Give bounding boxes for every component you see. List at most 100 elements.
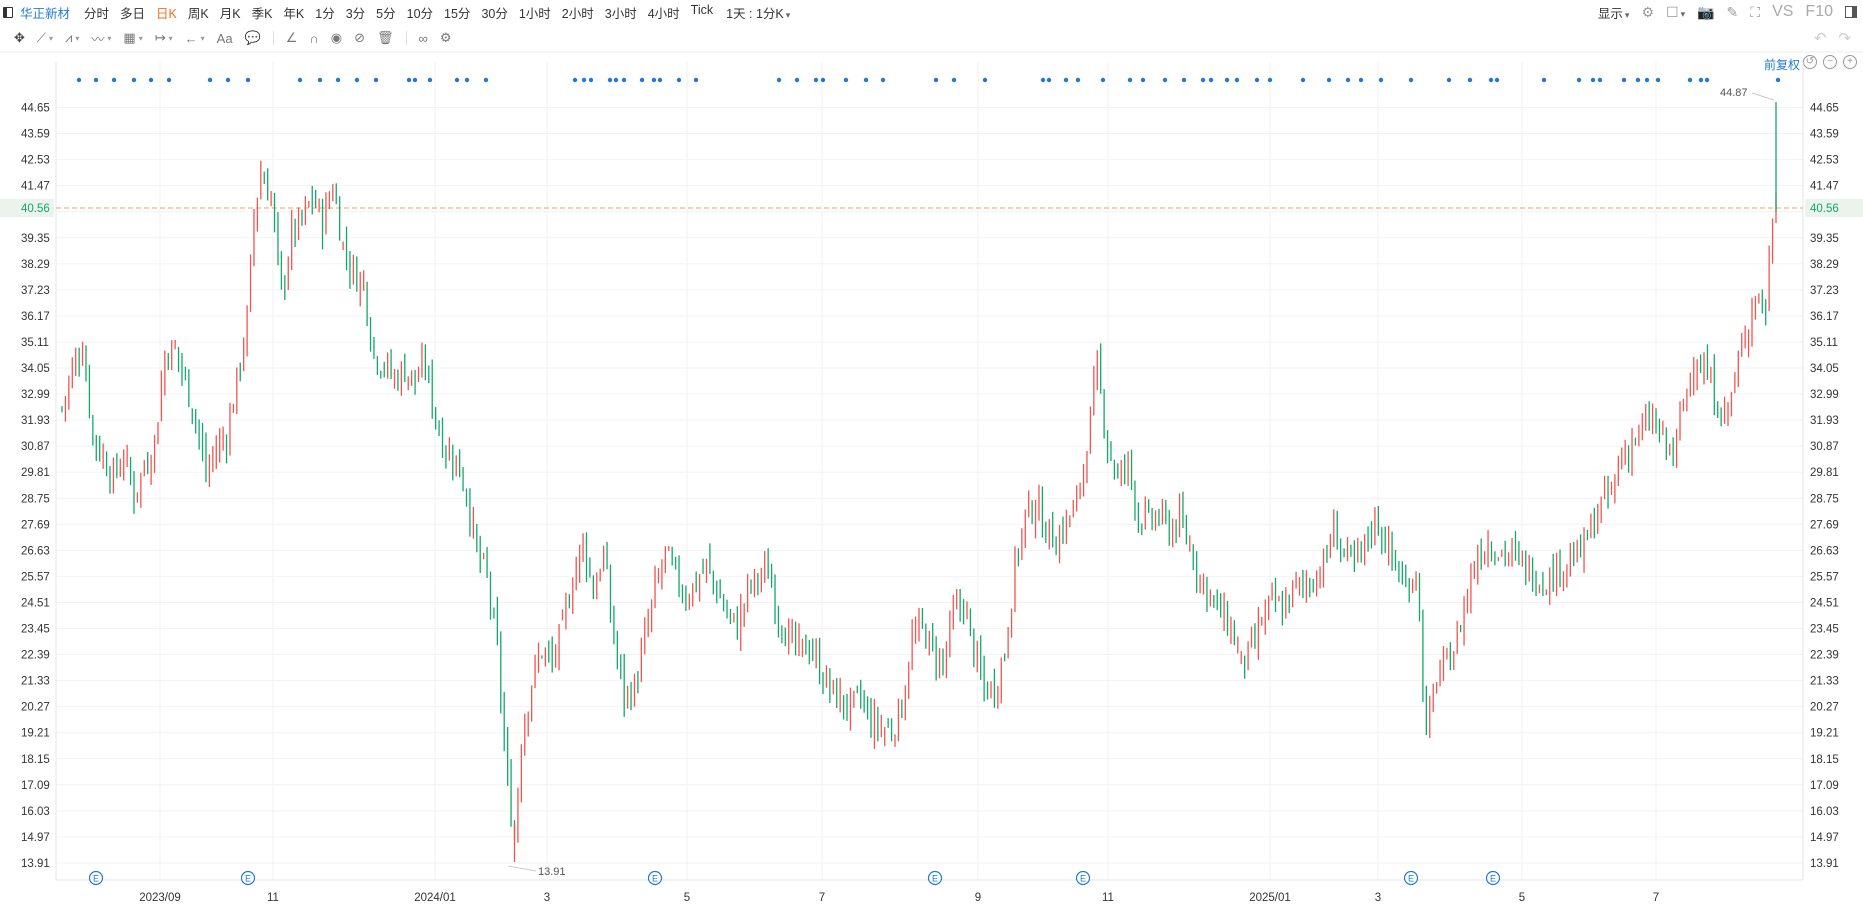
- y-tick-label-right: 18.15: [1810, 754, 1839, 766]
- signal-dot: [207, 77, 213, 83]
- fullscreen-icon[interactable]: ⛶: [1750, 3, 1761, 20]
- period-tab[interactable]: 2小时: [561, 6, 594, 21]
- pen-icon[interactable]: ✎: [1726, 3, 1739, 20]
- grid: [56, 62, 1803, 880]
- text-tool[interactable]: Aa: [216, 30, 233, 46]
- eye-icon[interactable]: ◉: [330, 30, 343, 45]
- move-icon[interactable]: ✥: [14, 30, 25, 45]
- arrow-tool-icon[interactable]: ← ▾: [184, 30, 205, 46]
- signal-dot: [1075, 77, 1081, 83]
- x-tick-label: 2025/01: [1249, 892, 1291, 904]
- signal-dot: [588, 77, 594, 83]
- period-tab[interactable]: 15分: [444, 6, 471, 21]
- period-tab[interactable]: 10分: [406, 6, 434, 21]
- zoom-controls: ↺ − +: [1803, 55, 1857, 69]
- layout-square-icon[interactable]: ☐ ▾: [1666, 3, 1686, 20]
- zoom-out-icon[interactable]: −: [1823, 55, 1837, 69]
- event-marker-icon: [1403, 870, 1419, 886]
- vs-button[interactable]: VS: [1772, 3, 1794, 20]
- f10-button[interactable]: F10: [1805, 3, 1833, 20]
- undo-icon[interactable]: ↶: [1813, 30, 1827, 47]
- measure-tool-icon[interactable]: ↦ ▾: [154, 30, 173, 45]
- panel-toggle-icon[interactable]: [3, 6, 13, 18]
- y-tick-label-left: 17.09: [21, 780, 50, 792]
- wave-tool-icon[interactable]: 〰 ▾: [91, 31, 112, 47]
- event-marker-label: E: [93, 874, 99, 884]
- period-tab[interactable]: 3分: [345, 6, 366, 21]
- x-tick-label: 5: [684, 892, 690, 904]
- interval-selector[interactable]: 1天 : 1分K ▾: [726, 3, 790, 22]
- signal-dot: [693, 77, 699, 83]
- period-tab[interactable]: 分时: [84, 6, 110, 21]
- y-tick-label-right: 21.33: [1810, 676, 1839, 688]
- toolbar-settings-icon[interactable]: ⚙: [439, 30, 452, 45]
- zoom-in-icon[interactable]: +: [1843, 55, 1857, 69]
- event-marker-label: E: [652, 874, 658, 884]
- period-tab[interactable]: 30分: [481, 6, 508, 21]
- period-tab[interactable]: 日K: [156, 6, 177, 21]
- side-panel-icon[interactable]: [1845, 6, 1857, 18]
- period-tab[interactable]: 3小时: [604, 6, 637, 21]
- signal-dot: [1254, 77, 1260, 83]
- y-tick-label-left: 35.11: [21, 337, 49, 349]
- y-tick-label-right: 14.97: [1810, 832, 1839, 844]
- hide-icon[interactable]: ⊘: [354, 30, 366, 45]
- channel-tool-icon[interactable]: ⩘ ▾: [65, 30, 80, 45]
- settings-icon[interactable]: ⚙: [1641, 3, 1654, 20]
- magnet-icon[interactable]: ∩: [309, 30, 319, 46]
- period-tab[interactable]: 4小时: [647, 6, 680, 21]
- y-tick-label-right: 26.63: [1810, 545, 1839, 557]
- period-tab[interactable]: 月K: [219, 6, 241, 21]
- y-tick-label-left: 25.57: [21, 571, 50, 583]
- signal-dot: [651, 77, 657, 83]
- display-menu[interactable]: 显示 ▾: [1598, 3, 1630, 22]
- y-tick-label-right: 32.99: [1810, 389, 1839, 401]
- x-tick-label: 2024/01: [414, 892, 456, 904]
- link-icon[interactable]: ∞: [418, 30, 428, 46]
- redo-icon[interactable]: ↷: [1838, 30, 1851, 47]
- signal-dot: [406, 77, 412, 83]
- period-tab[interactable]: 年K: [283, 6, 305, 21]
- period-tab[interactable]: 1分: [315, 6, 335, 21]
- camera-icon[interactable]: 📷: [1697, 3, 1715, 20]
- y-tick-label-right: 17.09: [1810, 780, 1839, 792]
- x-tick-label: 7: [819, 892, 825, 904]
- line-tool-icon[interactable]: ⟋ ▾: [36, 30, 54, 45]
- event-marker-icon: [88, 870, 104, 886]
- y-tick-label-left: 22.39: [21, 650, 50, 662]
- max-price-pointer: [1751, 92, 1775, 101]
- angle-icon[interactable]: ∠: [285, 30, 298, 45]
- signal-dot: [1200, 77, 1206, 83]
- y-tick-label-right: 35.11: [1810, 337, 1838, 349]
- signal-dot: [1127, 77, 1133, 83]
- event-marker-icon: [1485, 870, 1501, 886]
- y-tick-label-left: 13.91: [21, 858, 50, 870]
- period-tab[interactable]: Tick: [690, 2, 714, 17]
- period-tab[interactable]: 1小时: [518, 6, 551, 21]
- period-tab[interactable]: 多日: [120, 6, 146, 21]
- y-tick-label-right: 43.59: [1810, 129, 1839, 141]
- x-tick-label: 11: [1102, 892, 1114, 904]
- y-tick-label-left: 27.69: [21, 519, 50, 531]
- signal-dot: [1704, 77, 1710, 83]
- period-tab[interactable]: 季K: [251, 6, 273, 21]
- stock-name[interactable]: 华正新材: [20, 6, 71, 21]
- y-tick-label-left: 32.99: [21, 389, 50, 401]
- signal-dot: [1494, 77, 1500, 83]
- y-tick-label-left: 44.65: [21, 103, 50, 115]
- period-tab[interactable]: 5分: [376, 6, 396, 21]
- trash-icon[interactable]: 🗑: [377, 30, 394, 45]
- y-tick-label-right: 13.91: [1810, 858, 1839, 870]
- adjust-mode-button[interactable]: 前复权: [1763, 58, 1800, 72]
- y-tick-label-left: 30.87: [21, 441, 50, 453]
- pattern-tool-icon[interactable]: ▦ ▾: [123, 30, 143, 45]
- y-tick-label-left: 24.51: [21, 597, 50, 609]
- period-bar: 华正新材 分时 多日 日K 周K 月K 季K 年K 1分 3分 5分 10分 15分 30分 1小时 2小时…: [0, 0, 1863, 24]
- signal-dot: [1698, 77, 1704, 83]
- comment-icon[interactable]: 💬: [244, 30, 261, 45]
- y-tick-label-right: 42.53: [1810, 155, 1839, 167]
- period-tab[interactable]: 周K: [187, 6, 209, 21]
- y-tick-label-left: 19.21: [21, 728, 50, 740]
- y-tick-label-left: 42.53: [21, 155, 50, 167]
